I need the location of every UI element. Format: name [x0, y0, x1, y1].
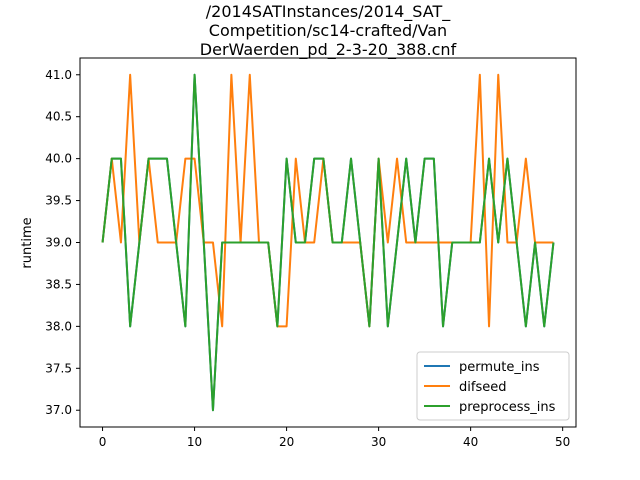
y-tick-label: 40.5 [45, 110, 72, 124]
x-tick-label: 30 [371, 435, 386, 449]
legend-label-difseed: difseed [459, 380, 506, 395]
legend-label-preprocess_ins: preprocess_ins [459, 400, 556, 415]
y-axis-label: runtime [20, 217, 35, 268]
y-tick-label: 39.5 [45, 194, 72, 208]
title-line-2: Competition/sc14-crafted/Van [209, 21, 447, 40]
y-tick-label: 41.0 [45, 68, 72, 82]
series-line-preprocess_ins [101, 73, 555, 412]
y-tick-label: 39.0 [45, 236, 72, 250]
legend-box [416, 351, 570, 421]
chart-title: /2014SATInstances/2014_SAT_ Competition/… [200, 2, 457, 60]
x-tick-label: 50 [555, 435, 570, 449]
y-tick-label: 40.0 [45, 152, 72, 166]
y-tick-label: 37.5 [45, 361, 72, 375]
axis-ticks: 0 10 20 30 40 50 37.0 37.5 38.0 38.5 39.0 39.5 40.0 4… [45, 68, 570, 449]
x-tick-label: 10 [187, 435, 202, 449]
legend-label-permute_ins: permute_ins [459, 360, 540, 375]
y-tick-label: 38.0 [45, 319, 72, 333]
y-tick-label: 37.0 [45, 403, 72, 417]
x-tick-label: 20 [279, 435, 294, 449]
title-line-3: DerWaerden_pd_2-3-20_388.cnf [200, 40, 457, 60]
title-line-1: /2014SATInstances/2014_SAT_ [206, 2, 451, 22]
x-tick-label: 0 [99, 435, 107, 449]
x-tick-label: 40 [463, 435, 478, 449]
y-tick-label: 38.5 [45, 277, 72, 291]
series-layer [101, 73, 555, 412]
